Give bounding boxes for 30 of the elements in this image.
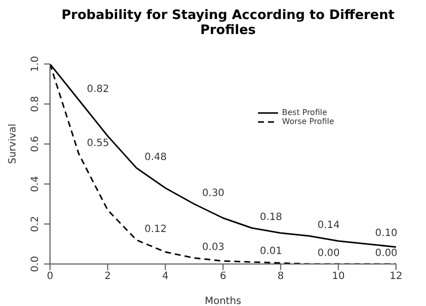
legend-label: Worse Profile — [282, 117, 334, 126]
y-tick-label: 0.8 — [30, 96, 41, 112]
x-tick-label: 0 — [46, 271, 54, 282]
x-tick-label: 2 — [104, 271, 111, 282]
x-axis-title: Months — [204, 296, 242, 306]
x-tick-label: 6 — [220, 271, 226, 282]
data-label: 0.14 — [318, 220, 340, 231]
y-tick-label: 0.6 — [30, 136, 41, 152]
y-axis-title: Survival — [8, 124, 19, 164]
chart-title: Probability for Staying According to Different Profiles — [60, 8, 396, 38]
data-label: 0.12 — [144, 224, 167, 235]
data-label: 0.01 — [260, 246, 282, 257]
data-label: 0.48 — [144, 152, 167, 163]
x-tick-label: 8 — [277, 271, 284, 282]
y-tick-label: 0.4 — [30, 176, 41, 192]
data-label: 0.03 — [202, 242, 224, 253]
y-tick-label: 0.2 — [30, 216, 41, 232]
data-label: 0.00 — [375, 248, 398, 259]
x-tick-label: 10 — [332, 271, 345, 282]
data-label: 0.18 — [260, 212, 282, 223]
y-tick-label: 0.0 — [30, 256, 41, 272]
x-tick-label: 12 — [390, 271, 402, 282]
data-label: 0.00 — [318, 248, 340, 259]
data-label: 0.55 — [86, 138, 110, 149]
x-tick-label: 4 — [162, 271, 169, 282]
legend-label: Best Profile — [282, 108, 328, 117]
data-label: 0.30 — [202, 188, 224, 199]
data-label: 0.82 — [86, 84, 110, 95]
data-label: 0.10 — [375, 228, 398, 239]
y-tick-label: 1.0 — [30, 56, 41, 72]
